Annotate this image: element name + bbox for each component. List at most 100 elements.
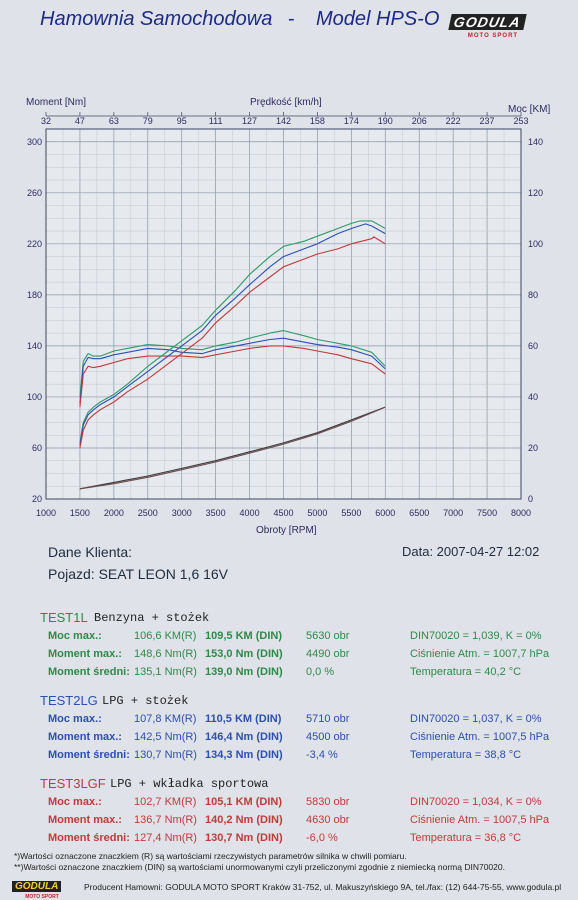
- series-line-power-4: [79, 223, 386, 446]
- result-din-value: 139,0 Nm (DIN): [205, 666, 283, 678]
- speed-tick-label: 237: [480, 116, 495, 126]
- test-subtitle: LPG + stożek: [102, 694, 189, 708]
- logo-subtext: MOTO SPORT: [467, 33, 519, 39]
- footer-logo: GODULA MOTO SPORT: [12, 876, 72, 900]
- result-real-value: 136,7 Nm(R): [134, 814, 197, 826]
- torque-tick-label: 60: [32, 443, 42, 453]
- rpm-tick-label: 4500: [273, 508, 293, 518]
- result-conditions: Ciśnienie Atm. = 1007,5 hPa: [410, 814, 550, 826]
- speed-tick-label: 63: [109, 116, 119, 126]
- rpm-tick-label: 1000: [36, 508, 56, 518]
- producer-info: Producent Hamowni: GODULA MOTO SPORT Kra…: [84, 882, 562, 892]
- rpm-tick-label: 3000: [172, 508, 192, 518]
- series-line-torque-0: [79, 330, 386, 397]
- result-extra: 5830 obr: [306, 796, 350, 808]
- client-label: Dane Klienta:: [48, 544, 133, 560]
- result-din-value: 110,5 KM (DIN): [205, 713, 282, 725]
- series-line-power-5: [79, 236, 386, 449]
- result-din-value: 130,7 Nm (DIN): [205, 832, 283, 844]
- result-conditions: Ciśnienie Atm. = 1007,7 hPa: [410, 648, 550, 660]
- speed-tick-label: 142: [276, 116, 291, 126]
- result-extra: 4490 obr: [306, 648, 350, 660]
- result-real-value: 107,8 KM(R): [134, 713, 197, 725]
- result-label: Moc max.:: [48, 796, 102, 808]
- rpm-tick-label: 4000: [240, 508, 260, 518]
- footer-logo-text: GODULA: [12, 881, 62, 892]
- result-conditions: Temperatura = 40,2 °C: [410, 666, 522, 678]
- series-line-power-3: [79, 220, 386, 443]
- test-subtitle: LPG + wkładka sportowa: [110, 777, 269, 791]
- result-label: Moment średni:: [48, 832, 130, 844]
- vehicle-info: Pojazd: SEAT LEON 1,6 16V: [48, 566, 229, 582]
- speed-tick-label: 95: [177, 116, 187, 126]
- speed-tick-label: 32: [41, 116, 51, 126]
- test-title: TEST1L: [40, 610, 88, 625]
- test-title: TEST3LGF: [40, 776, 106, 791]
- rpm-axis-title: Obroty [RPM]: [256, 525, 317, 536]
- title-dash: -: [288, 8, 295, 30]
- model-title: Model HPS-O: [316, 8, 440, 30]
- result-din-value: 153,0 Nm (DIN): [205, 648, 283, 660]
- series-line-torque-1: [79, 337, 386, 404]
- speed-tick-label: 190: [378, 116, 393, 126]
- rpm-tick-label: 6500: [409, 508, 429, 518]
- result-din-value: 109,5 KM (DIN): [205, 630, 283, 642]
- rpm-tick-label: 6000: [375, 508, 395, 518]
- speed-tick-label: 222: [446, 116, 461, 126]
- footnote-din: **)Wartości oznaczone znaczkiem (DIN) są…: [14, 862, 505, 872]
- series-line-loss-6: [79, 406, 386, 490]
- result-label: Moment średni:: [48, 666, 130, 678]
- rpm-tick-label: 8000: [511, 508, 531, 518]
- power-tick-label: 40: [528, 392, 538, 402]
- series-line-loss-7: [79, 406, 386, 490]
- result-extra: 4500 obr: [306, 731, 350, 743]
- godula-logo: GODULA MOTO SPORT: [448, 14, 536, 40]
- result-din-value: 140,2 Nm (DIN): [205, 814, 283, 826]
- result-extra: 5710 obr: [306, 713, 350, 725]
- rpm-tick-label: 7000: [443, 508, 463, 518]
- power-tick-label: 0: [528, 494, 533, 504]
- result-label: Moment max.:: [48, 648, 122, 660]
- speed-tick-label: 79: [143, 116, 153, 126]
- speed-tick-label: 127: [242, 116, 257, 126]
- torque-tick-label: 220: [27, 239, 42, 249]
- result-label: Moment max.:: [48, 731, 122, 743]
- torque-tick-label: 260: [27, 188, 42, 198]
- result-real-value: 130,7 Nm(R): [134, 749, 197, 761]
- footnote-r: *)Wartości oznaczone znaczkiem (R) są wa…: [14, 851, 407, 861]
- result-conditions: DIN70020 = 1,039, K = 0%: [410, 630, 542, 642]
- result-label: Moc max.:: [48, 713, 102, 725]
- torque-tick-label: 140: [27, 341, 42, 351]
- result-label: Moment średni:: [48, 749, 130, 761]
- power-axis-title: Moc [KM]: [508, 104, 551, 115]
- result-label: Moment max.:: [48, 814, 122, 826]
- power-tick-label: 20: [528, 443, 538, 453]
- rpm-tick-label: 2000: [104, 508, 124, 518]
- result-real-value: 102,7 KM(R): [134, 796, 197, 808]
- result-extra: 5630 obr: [306, 630, 350, 642]
- chart-ticks: 1000 1500 2000 2500 3000 3500 4000 4500 5000 5500…: [27, 112, 543, 518]
- result-conditions: Ciśnienie Atm. = 1007,5 hPa: [410, 731, 550, 743]
- rpm-tick-label: 5000: [307, 508, 327, 518]
- result-din-value: 146,4 Nm (DIN): [205, 731, 283, 743]
- page-title: Hamownia Samochodowa: [40, 8, 273, 30]
- result-conditions: DIN70020 = 1,037, K = 0%: [410, 713, 542, 725]
- rpm-tick-label: 2500: [138, 508, 158, 518]
- chart-series: [79, 220, 386, 490]
- result-label: Moc max.:: [48, 630, 102, 642]
- result-real-value: 135,1 Nm(R): [134, 666, 197, 678]
- speed-tick-label: 111: [209, 116, 223, 126]
- result-conditions: Temperatura = 38,8 °C: [410, 749, 522, 761]
- speed-tick-label: 47: [75, 116, 85, 126]
- plot-border: [45, 128, 522, 500]
- result-din-value: 134,3 Nm (DIN): [205, 749, 283, 761]
- result-real-value: 127,4 Nm(R): [134, 832, 197, 844]
- result-extra: 0,0 %: [306, 666, 335, 678]
- result-extra: -6,0 %: [306, 832, 338, 844]
- series-line-torque-2: [79, 345, 386, 408]
- power-tick-label: 100: [528, 239, 543, 249]
- test-subtitle: Benzyna + stożek: [94, 611, 210, 625]
- result-extra: 4630 obr: [306, 814, 350, 826]
- result-real-value: 142,5 Nm(R): [134, 731, 197, 743]
- speed-tick-label: 174: [344, 116, 359, 126]
